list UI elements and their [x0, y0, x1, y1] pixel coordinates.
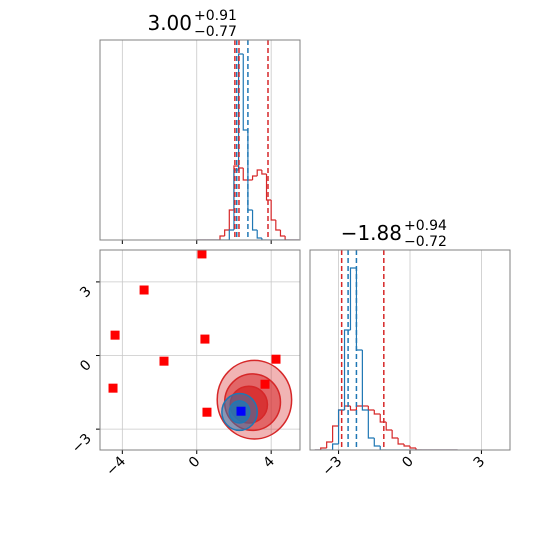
x-tick-label: −4 — [103, 453, 129, 479]
marker — [159, 356, 169, 366]
histogram-step — [367, 410, 375, 439]
histogram-step — [397, 438, 405, 445]
y-tick-label: 3 — [77, 283, 95, 301]
histogram-step — [261, 238, 267, 240]
marker — [202, 407, 212, 417]
histogram-step — [265, 174, 272, 201]
title-lower: −0.77 — [194, 24, 237, 40]
title-upper: +0.91 — [194, 8, 237, 24]
panel-title: −1.88 — [341, 221, 402, 245]
histogram-step — [403, 444, 410, 447]
histogram-step — [228, 229, 234, 240]
histogram-step — [275, 220, 281, 231]
histogram-step — [361, 350, 369, 411]
histogram-step — [391, 430, 399, 439]
marker — [236, 406, 246, 416]
marker — [139, 285, 149, 295]
marker — [271, 354, 281, 364]
x-tick-label: −3 — [319, 454, 345, 480]
histogram-step — [415, 448, 422, 450]
marker — [260, 379, 270, 389]
panel-title: 3.00 — [147, 11, 192, 35]
histogram-step — [355, 405, 363, 410]
y-tick-label: 0 — [77, 357, 95, 375]
frame — [309, 249, 511, 451]
histogram-step — [270, 200, 276, 221]
histogram-step — [409, 446, 416, 449]
histogram-step — [337, 409, 345, 444]
histogram-step — [373, 438, 381, 447]
histogram-step — [332, 425, 339, 442]
histogram-step — [349, 267, 357, 330]
histogram-step — [320, 447, 327, 450]
marker — [200, 334, 210, 344]
y-tick-label: −3 — [69, 431, 95, 457]
histogram-step — [279, 230, 286, 237]
x-tick-label: 3 — [471, 454, 489, 472]
histogram-step — [256, 169, 262, 176]
histogram-step — [332, 443, 339, 450]
histogram-step — [373, 410, 381, 415]
x-tick-label: 0 — [399, 454, 417, 472]
histogram-step — [228, 209, 234, 230]
histogram-step — [284, 236, 290, 240]
histogram-step — [367, 406, 375, 411]
histogram-step — [326, 441, 333, 448]
marker — [110, 330, 120, 340]
histogram-step — [256, 230, 262, 239]
histogram-step — [251, 175, 258, 180]
x-tick-label: 4 — [260, 453, 278, 471]
histogram-step — [379, 446, 387, 450]
histogram-step — [349, 406, 357, 411]
histogram-step — [242, 54, 248, 131]
histogram-step — [224, 229, 230, 236]
marker — [197, 250, 207, 259]
frame — [99, 249, 301, 451]
histogram-step — [385, 422, 393, 431]
histogram-step — [251, 210, 258, 231]
title-upper: +0.94 — [404, 218, 447, 234]
histogram-step — [261, 170, 267, 175]
histogram-step — [242, 168, 248, 181]
histogram-step — [355, 268, 363, 351]
histogram-step — [238, 166, 244, 169]
x-tick-label: 0 — [186, 454, 204, 472]
marker — [108, 383, 118, 393]
frame — [99, 39, 301, 241]
title-lower: −0.72 — [404, 234, 447, 250]
histogram-step — [219, 235, 225, 240]
